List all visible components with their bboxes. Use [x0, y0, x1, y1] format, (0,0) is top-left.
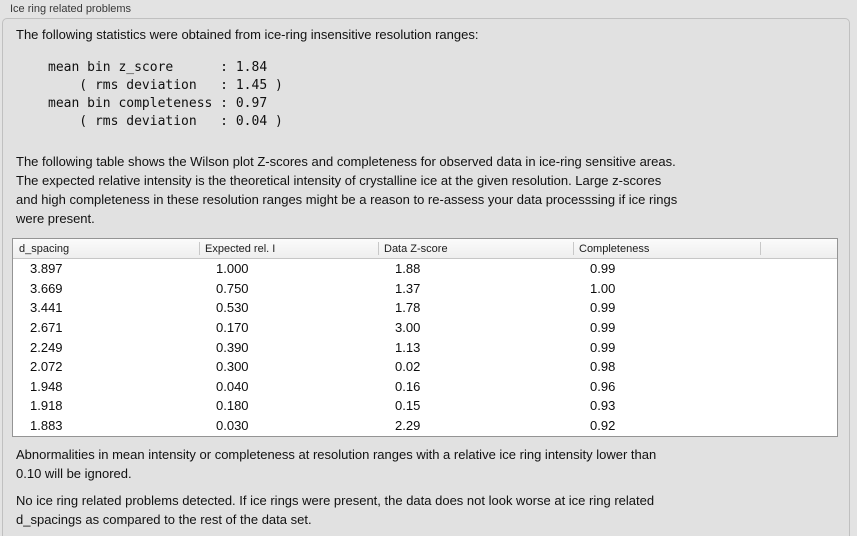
column-header-filler [760, 239, 837, 258]
cell-d-spacing: 2.671 [30, 320, 63, 336]
cell-data-z-score: 1.88 [395, 261, 421, 277]
table-body: 3.897 1.000 1.88 0.99 3.669 0.750 1.37 1… [13, 259, 837, 436]
cell-data-z-score: 3.00 [395, 320, 421, 336]
cell-d-spacing: 1.948 [30, 378, 63, 394]
column-header-label: Completeness [579, 242, 650, 255]
cell-expected-rel-i: 0.530 [216, 300, 249, 316]
table-description: The following table shows the Wilson plo… [16, 154, 678, 226]
table-row[interactable]: 3.669 0.750 1.37 1.00 [13, 278, 837, 299]
cell-d-spacing: 3.897 [30, 261, 63, 277]
cell-data-z-score: 2.29 [395, 418, 421, 434]
cell-expected-rel-i: 0.170 [216, 320, 249, 336]
column-header-label: Expected rel. I [205, 242, 276, 255]
column-separator [199, 242, 200, 255]
cell-d-spacing: 1.918 [30, 398, 63, 414]
cell-expected-rel-i: 1.000 [216, 261, 249, 277]
cell-data-z-score: 1.13 [395, 339, 421, 355]
cell-completeness: 0.99 [590, 320, 616, 336]
column-separator [378, 242, 379, 255]
panel-title: Ice ring related problems [10, 3, 132, 15]
cell-data-z-score: 0.16 [395, 378, 421, 394]
cell-expected-rel-i: 0.750 [216, 280, 249, 296]
cell-d-spacing: 3.441 [30, 300, 63, 316]
table-row[interactable]: 3.897 1.000 1.88 0.99 [13, 259, 837, 279]
ice-ring-table: d_spacing Expected rel. I Data Z-score C… [12, 238, 838, 437]
cell-completeness: 0.98 [590, 359, 616, 375]
cell-data-z-score: 1.78 [395, 300, 421, 316]
column-header-data-z-score[interactable]: Data Z-score [378, 239, 573, 258]
conclusion-text: No ice ring related problems detected. I… [16, 493, 655, 527]
table-row[interactable]: 1.883 0.030 2.29 0.92 [13, 415, 837, 436]
cell-completeness: 0.93 [590, 398, 616, 414]
stats-block: mean bin z_score : 1.84 ( rms deviation … [48, 60, 283, 129]
ignore-note: Abnormalities in mean intensity or compl… [16, 447, 657, 481]
column-header-expected-rel-i[interactable]: Expected rel. I [199, 239, 378, 258]
cell-completeness: 0.92 [590, 418, 616, 434]
column-header-completeness[interactable]: Completeness [573, 239, 760, 258]
table-row[interactable]: 1.948 0.040 0.16 0.96 [13, 376, 837, 397]
cell-d-spacing: 1.883 [30, 418, 63, 434]
table-row[interactable]: 2.249 0.390 1.13 0.99 [13, 337, 837, 357]
cell-completeness: 0.99 [590, 339, 616, 355]
cell-data-z-score: 0.15 [395, 398, 421, 414]
cell-completeness: 0.99 [590, 300, 616, 316]
cell-d-spacing: 3.669 [30, 280, 63, 296]
table-row[interactable]: 2.671 0.170 3.00 0.99 [13, 317, 837, 338]
cell-expected-rel-i: 0.040 [216, 378, 249, 394]
table-row[interactable]: 2.072 0.300 0.02 0.98 [13, 356, 837, 377]
cell-completeness: 1.00 [590, 280, 616, 296]
column-header-label: d_spacing [19, 242, 70, 255]
table-row[interactable]: 3.441 0.530 1.78 0.99 [13, 298, 837, 318]
column-separator [760, 242, 761, 255]
table-header-row: d_spacing Expected rel. I Data Z-score C… [13, 239, 837, 259]
cell-completeness: 0.99 [590, 261, 616, 277]
cell-data-z-score: 1.37 [395, 280, 421, 296]
cell-d-spacing: 2.249 [30, 339, 63, 355]
cell-expected-rel-i: 0.030 [216, 418, 249, 434]
cell-expected-rel-i: 0.180 [216, 398, 249, 414]
cell-data-z-score: 0.02 [395, 359, 421, 375]
table-row[interactable]: 1.918 0.180 0.15 0.93 [13, 396, 837, 416]
cell-completeness: 0.96 [590, 378, 616, 394]
cell-expected-rel-i: 0.300 [216, 359, 249, 375]
column-header-d-spacing[interactable]: d_spacing [13, 239, 199, 258]
column-separator [573, 242, 574, 255]
column-header-label: Data Z-score [384, 242, 448, 255]
cell-d-spacing: 2.072 [30, 359, 63, 375]
intro-text: The following statistics were obtained f… [16, 27, 479, 42]
cell-expected-rel-i: 0.390 [216, 339, 249, 355]
